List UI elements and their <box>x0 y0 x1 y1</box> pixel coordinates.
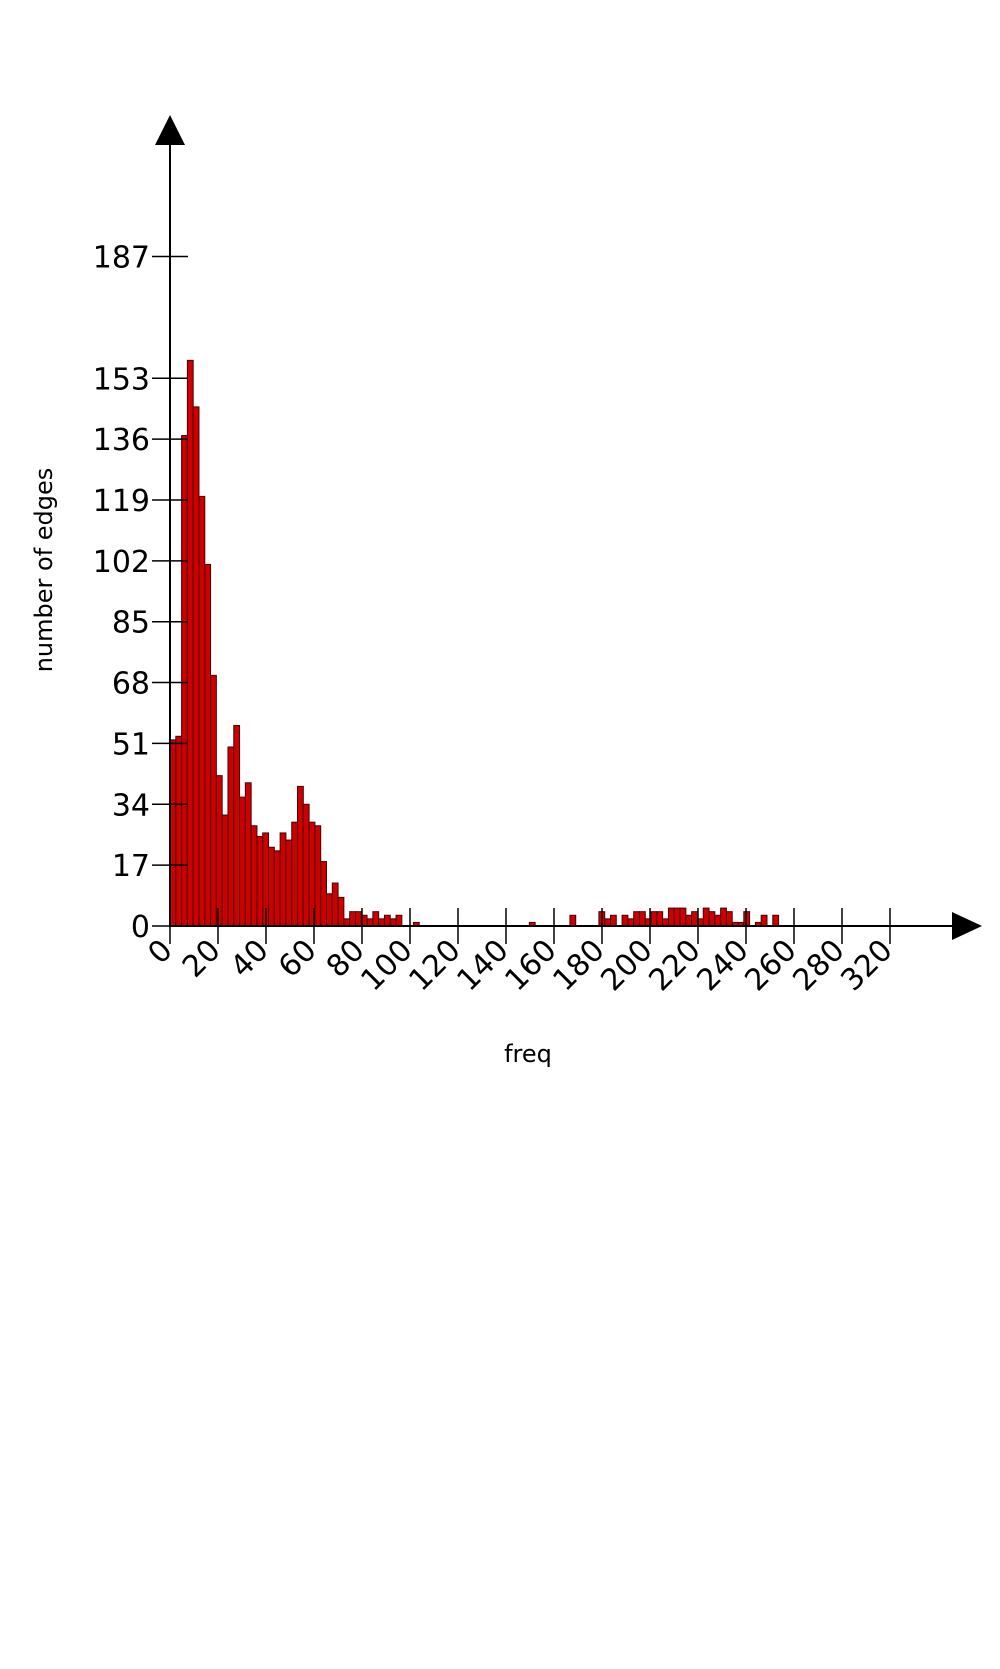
histogram-bar <box>239 796 246 927</box>
histogram-bar <box>667 907 675 927</box>
histogram-bar <box>186 359 194 927</box>
histogram-bar <box>383 914 391 927</box>
histogram-bar <box>656 911 664 927</box>
histogram-bar <box>691 911 698 927</box>
histogram-bar <box>325 893 333 927</box>
histogram-bar <box>250 825 258 927</box>
histogram-bar <box>366 918 374 927</box>
histogram-bar <box>354 911 362 927</box>
histogram-bar <box>256 836 264 927</box>
x-axis-title: freq <box>504 1040 552 1068</box>
histogram-bar <box>204 563 212 927</box>
x-tick-label: 40 <box>224 933 276 985</box>
histogram-bar <box>638 911 646 927</box>
y-tick-label: 17 <box>112 849 150 884</box>
y-tick-label: 68 <box>112 667 150 702</box>
histogram-bar <box>673 907 681 927</box>
y-tick-label: 136 <box>93 423 150 458</box>
y-tick-label: 102 <box>93 545 150 580</box>
histogram-bar <box>285 839 293 927</box>
y-tick-label: 119 <box>93 484 150 519</box>
y-tick-label: 51 <box>112 727 150 762</box>
x-tick-label: 60 <box>272 933 324 985</box>
histogram-bar <box>772 914 780 927</box>
histogram-bar <box>314 825 322 927</box>
histogram-bar <box>708 911 716 927</box>
histogram-bar <box>621 914 629 927</box>
y-ticks-group: 0 17 34 51 68 85 102 119 136 153 187 <box>93 241 188 945</box>
histogram-bar <box>175 735 183 927</box>
x-tick-label: 20 <box>176 933 228 985</box>
histogram-bar <box>395 914 403 927</box>
histogram-bar <box>221 814 229 927</box>
histogram-bar <box>702 907 710 927</box>
histogram-bar <box>650 911 658 927</box>
histogram-bar <box>337 896 345 927</box>
histogram-bar <box>273 850 281 927</box>
histogram-bar <box>389 918 397 927</box>
histogram-bar <box>210 674 217 927</box>
histogram-bar <box>569 914 577 927</box>
histogram-bar <box>198 495 206 927</box>
histogram-bar <box>372 911 380 927</box>
y-tick-label: 34 <box>112 788 150 823</box>
histogram-bar <box>662 918 669 927</box>
histogram-bar <box>320 861 328 927</box>
histogram-bar <box>227 746 235 927</box>
histogram-bar <box>610 914 617 927</box>
histogram-bar <box>760 914 768 927</box>
histogram-bar <box>297 785 304 927</box>
histogram-bar <box>192 406 200 927</box>
y-axis-title: number of edges <box>30 468 58 673</box>
histogram-bar <box>378 918 385 927</box>
histogram-bar <box>291 821 299 927</box>
histogram-bar <box>343 918 351 927</box>
histogram-bar <box>720 907 727 927</box>
histogram-bar <box>279 832 287 927</box>
y-axis-arrow <box>155 115 185 145</box>
histogram-bar <box>627 918 635 927</box>
histogram-bar <box>233 725 241 927</box>
y-tick-label: 187 <box>93 241 150 276</box>
histogram-bar <box>604 918 612 927</box>
y-tick-label: 153 <box>93 362 150 397</box>
histogram-bar <box>215 775 223 927</box>
histogram-bar <box>349 911 356 927</box>
y-tick-label: 85 <box>112 606 150 641</box>
histogram-bar <box>331 882 339 927</box>
bars-group <box>169 359 780 927</box>
histogram-bar <box>685 914 693 927</box>
histogram-bar <box>268 846 275 927</box>
histogram-bar <box>244 782 252 927</box>
histogram-bar <box>714 914 722 927</box>
histogram-bar <box>633 911 640 927</box>
histogram-bar <box>181 435 188 927</box>
histogram-bar <box>679 907 687 927</box>
y-tick-label: 0 <box>131 910 150 945</box>
histogram-bar <box>302 803 310 927</box>
x-axis-arrow <box>952 912 982 940</box>
histogram-bar <box>725 911 733 927</box>
